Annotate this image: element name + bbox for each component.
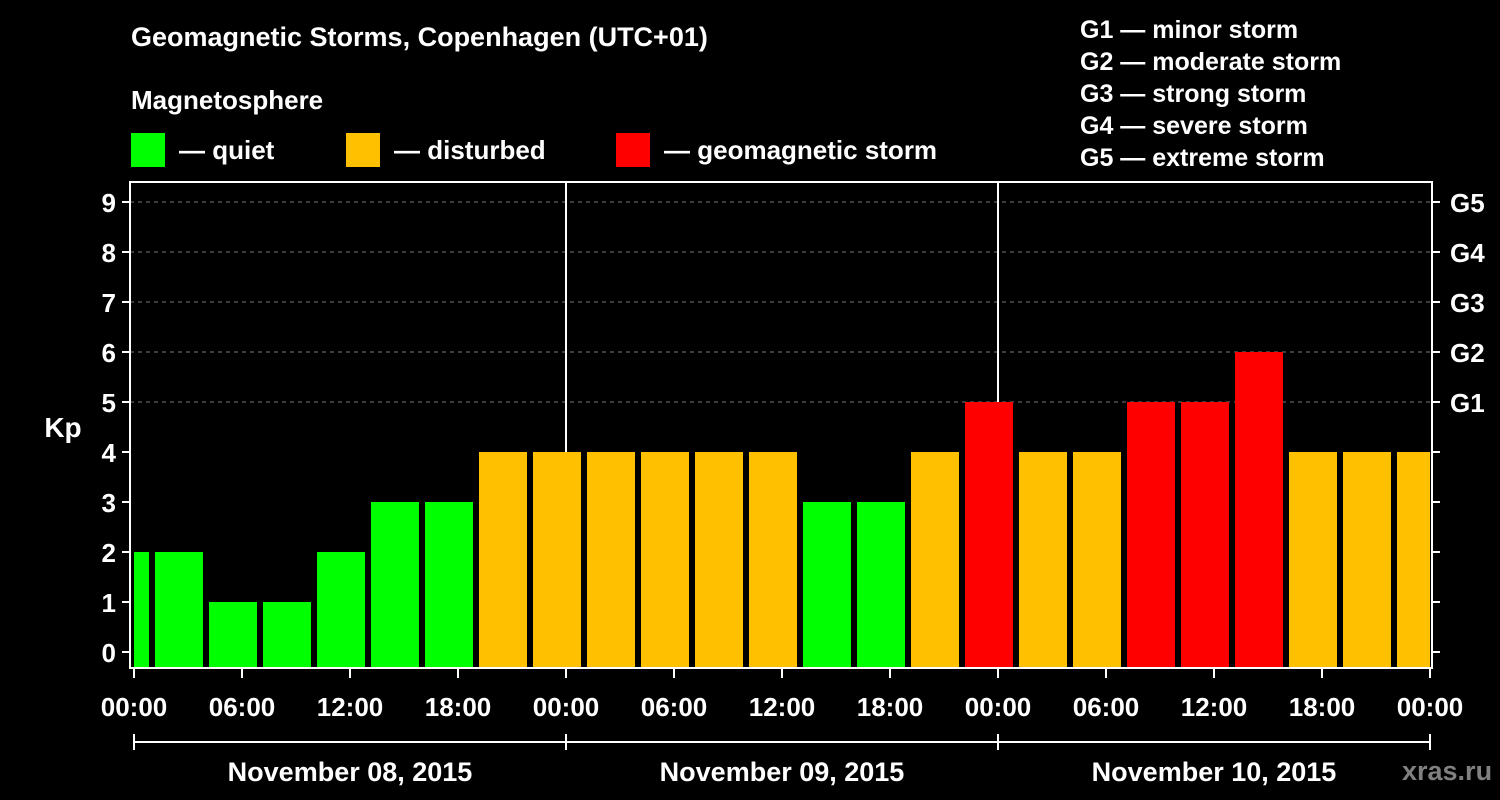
y-axis-label: Kp — [44, 412, 81, 443]
kp-bar — [1397, 452, 1430, 668]
day-label: November 08, 2015 — [228, 757, 473, 787]
kp-bar — [911, 452, 959, 668]
storm-level-g5: G5 — extreme storm — [1080, 144, 1325, 172]
x-tick-label: 06:00 — [641, 692, 708, 722]
legend-disturbed-swatch — [346, 133, 380, 167]
kp-bar — [695, 452, 743, 668]
kp-bar — [1181, 402, 1229, 668]
day-label: November 10, 2015 — [1092, 757, 1337, 787]
y-tick-label: 1 — [102, 588, 116, 618]
kp-bar — [371, 502, 419, 668]
x-tick-label: 06:00 — [209, 692, 276, 722]
kp-bar — [587, 452, 635, 668]
x-tick-label: 18:00 — [425, 692, 492, 722]
kp-bar — [749, 452, 797, 668]
y-tick-label: 5 — [102, 388, 116, 418]
y-tick-label: 9 — [102, 188, 116, 218]
x-tick-label: 00:00 — [533, 692, 600, 722]
x-tick-label: 18:00 — [857, 692, 924, 722]
kp-bar — [263, 602, 311, 668]
storm-level-g3: G3 — strong storm — [1080, 80, 1307, 108]
x-tick-label: 18:00 — [1289, 692, 1356, 722]
legend-storm-label: — geomagnetic storm — [664, 134, 938, 165]
storm-level-g1: G1 — minor storm — [1080, 16, 1299, 44]
kp-bar — [641, 452, 689, 668]
kp-bar — [803, 502, 851, 668]
x-tick-label: 12:00 — [1181, 692, 1248, 722]
x-tick-label: 12:00 — [749, 692, 816, 722]
legend-quiet: — quiet — [131, 133, 274, 167]
kp-bar — [857, 502, 905, 668]
kp-bar — [1343, 452, 1391, 668]
y-tick-label: 0 — [102, 638, 116, 668]
g-level-label: G2 — [1450, 338, 1485, 368]
legend-heading: Magnetosphere — [131, 85, 324, 115]
kp-bar — [533, 452, 581, 668]
kp-bar — [1127, 402, 1175, 668]
y-tick-label: 4 — [102, 438, 117, 468]
storm-level-g4: G4 — severe storm — [1080, 112, 1308, 140]
g-level-label: G3 — [1450, 288, 1485, 318]
legend-storm-swatch — [616, 133, 650, 167]
legend-quiet-label: — quiet — [179, 134, 275, 165]
kp-bar — [1073, 452, 1121, 668]
kp-bar — [317, 552, 365, 668]
kp-bar — [1019, 452, 1067, 668]
g-level-label: G5 — [1450, 188, 1485, 218]
legend-quiet-swatch — [131, 133, 165, 167]
x-tick-label: 00:00 — [101, 692, 168, 722]
kp-bar — [425, 502, 473, 668]
kp-bar — [209, 602, 257, 668]
x-tick-label: 06:00 — [1073, 692, 1140, 722]
kp-bar — [965, 402, 1013, 668]
g-level-label: G4 — [1450, 238, 1485, 268]
legend-storm: — geomagnetic storm — [616, 133, 937, 167]
kp-bar — [1289, 452, 1337, 668]
y-tick-label: 3 — [102, 488, 116, 518]
y-tick-label: 2 — [102, 538, 116, 568]
storm-levels-legend: G1 — minor storm G2 — moderate storm G3 … — [1080, 14, 1341, 174]
x-tick-label: 00:00 — [1397, 692, 1464, 722]
legend-disturbed-label: — disturbed — [394, 134, 546, 165]
kp-bar — [155, 552, 203, 668]
x-tick-label: 12:00 — [317, 692, 384, 722]
day-label: November 09, 2015 — [660, 757, 905, 787]
kp-bar — [1235, 352, 1283, 668]
watermark: xras.ru — [1402, 756, 1493, 786]
g-level-label: G1 — [1450, 388, 1485, 418]
y-tick-label: 8 — [102, 238, 116, 268]
y-tick-label: 6 — [102, 338, 116, 368]
y-tick-label: 7 — [102, 288, 116, 318]
kp-bar — [479, 452, 527, 668]
chart-title: Geomagnetic Storms, Copenhagen (UTC+01) — [131, 22, 708, 52]
storm-level-g2: G2 — moderate storm — [1080, 48, 1342, 76]
kp-bar — [134, 552, 149, 668]
legend-disturbed: — disturbed — [346, 133, 546, 167]
x-tick-label: 00:00 — [965, 692, 1032, 722]
